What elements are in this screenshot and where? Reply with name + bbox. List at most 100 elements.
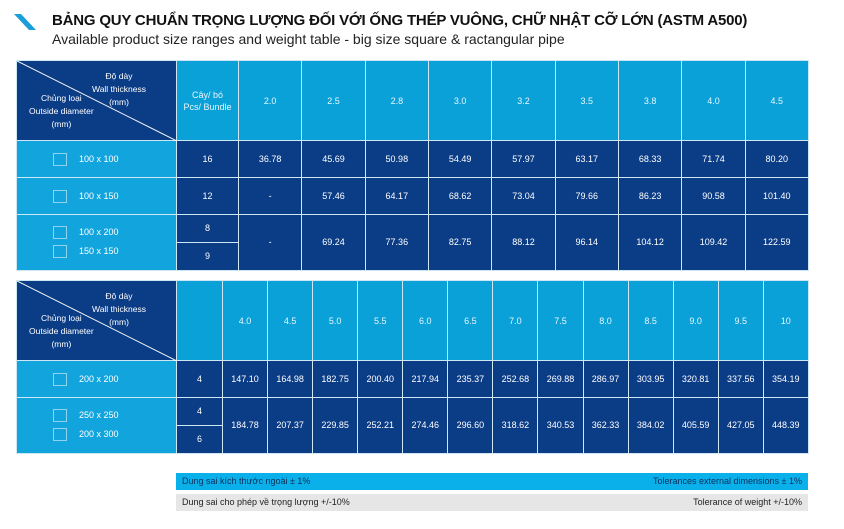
size-text: 150 x 150 bbox=[79, 246, 119, 257]
square-icon bbox=[53, 409, 67, 423]
thickness-header: 7.0 bbox=[492, 280, 539, 361]
weight-cell: 318.62 bbox=[492, 397, 539, 454]
thickness-header: 6.5 bbox=[447, 280, 494, 361]
weight-cell: - bbox=[237, 177, 303, 215]
corner-text: Outside diameter bbox=[29, 106, 94, 116]
pcs-cell: 4 bbox=[176, 397, 223, 426]
thickness-header: 4.0 bbox=[681, 60, 746, 141]
weight-cell: 54.49 bbox=[427, 140, 493, 178]
weight-cell: 57.46 bbox=[301, 177, 366, 215]
weight-table-large: Độ dày Wall thickness (mm) Chủng loại Outsid… bbox=[16, 280, 809, 454]
weight-cell: 57.97 bbox=[491, 140, 556, 178]
weight-cell: 68.62 bbox=[427, 177, 493, 215]
thickness-header: 9.0 bbox=[672, 280, 719, 361]
pcs-cell: 12 bbox=[176, 177, 239, 215]
corner-text: Độ dày bbox=[105, 291, 133, 301]
diagonal-divider bbox=[17, 61, 177, 141]
page-title: BẢNG QUY CHUẨN TRỌNG LƯỢNG ĐỐI VỚI ỐNG T… bbox=[52, 12, 748, 29]
dimension-tolerance-en: Tolerances external dimensions ± 1% bbox=[652, 476, 802, 486]
weight-cell: 337.56 bbox=[717, 360, 764, 398]
table-row: 100 x 150 12-57.46 64.17 68.62 73.04 79.66 86.… bbox=[16, 177, 809, 215]
wall-thickness-label: Độ dày Wall thickness (mm) bbox=[92, 289, 146, 330]
size-text: 100 x 150 bbox=[79, 190, 119, 201]
table-row: 100 x 200 150 x 150 8-69.24 77.36 82.75 88.12… bbox=[16, 214, 809, 271]
weight-cell: 235.37 bbox=[447, 360, 494, 398]
table-row: 6 bbox=[17, 424, 809, 454]
size-entry: 100 x 150 bbox=[53, 189, 176, 203]
corner-header-cell: Độ dày Wall thickness (mm) Chủng loại Outsid… bbox=[16, 280, 177, 361]
weight-cell: 229.85 bbox=[312, 397, 359, 454]
weight-cell: 101.40 bbox=[744, 177, 809, 215]
weight-cell: 427.05 bbox=[717, 397, 764, 454]
weight-cell: 217.94 bbox=[402, 360, 449, 398]
thickness-header: 8.0 bbox=[582, 280, 629, 361]
weight-cell: 252.68 bbox=[492, 360, 539, 398]
weight-cell: 405.59 bbox=[672, 397, 719, 454]
corner-text: (mm) bbox=[109, 317, 129, 327]
weight-cell: 50.98 bbox=[364, 140, 429, 178]
square-icon bbox=[53, 245, 67, 259]
weight-cell: 45.69 bbox=[301, 140, 366, 178]
thickness-header: 6.0 bbox=[402, 280, 449, 361]
weight-cell: - bbox=[237, 214, 303, 271]
pcs-cell: 8 bbox=[176, 214, 239, 243]
thickness-header: 2.8 bbox=[364, 60, 429, 141]
thickness-header: 3.8 bbox=[617, 60, 683, 141]
weight-cell: 90.58 bbox=[681, 177, 746, 215]
weight-cell: 182.75 bbox=[312, 360, 359, 398]
weight-cell: 200.40 bbox=[357, 360, 404, 398]
thickness-header: 8.5 bbox=[627, 280, 674, 361]
weight-tolerance-en: Tolerance of weight +/-10% bbox=[693, 497, 802, 507]
size-entry: 200 x 300 bbox=[53, 428, 176, 442]
page-subtitle: Available product size ranges and weight… bbox=[52, 31, 565, 47]
size-text: 100 x 200 bbox=[79, 227, 119, 238]
pcs-cell: 6 bbox=[176, 424, 223, 454]
corner-text: Outside diameter bbox=[29, 326, 94, 336]
size-label-cell: 100 x 200 150 x 150 bbox=[16, 214, 177, 271]
weight-table-small: Độ dày Wall thickness (mm) Chủng loại Outsid… bbox=[16, 60, 809, 271]
table-row: 100 x 100 16 36.78 45.69 50.98 54.49 57.97 63.1… bbox=[16, 140, 809, 178]
thickness-header: 10 bbox=[762, 280, 809, 361]
header-row: Độ dày Wall thickness (mm) Chủng loại Outsid… bbox=[16, 60, 809, 141]
diagonal-divider bbox=[17, 281, 177, 361]
weight-cell: 207.37 bbox=[267, 397, 314, 454]
size-label-cell: 100 x 150 bbox=[16, 177, 177, 215]
weight-cell: 69.24 bbox=[301, 214, 366, 271]
weight-cell: 73.04 bbox=[491, 177, 556, 215]
weight-cell: 340.53 bbox=[537, 397, 584, 454]
weight-cell: 77.36 bbox=[364, 214, 429, 271]
weight-tolerance-bar: Dung sai cho phép về trọng lượng +/-10% … bbox=[176, 494, 808, 511]
weight-cell: 88.12 bbox=[491, 214, 556, 271]
thickness-header: 2.5 bbox=[301, 60, 366, 141]
thickness-header: 2.0 bbox=[237, 60, 303, 141]
size-entry: 100 x 100 bbox=[53, 152, 176, 166]
weight-cell: 80.20 bbox=[744, 140, 809, 178]
size-label-cell: 100 x 100 bbox=[16, 140, 177, 178]
thickness-header: 5.0 bbox=[312, 280, 359, 361]
weight-cell: 164.98 bbox=[267, 360, 314, 398]
weight-cell: 274.46 bbox=[402, 397, 449, 454]
weight-cell: 354.19 bbox=[762, 360, 809, 398]
thickness-header: 5.5 bbox=[357, 280, 404, 361]
dimension-tolerance-vi: Dung sai kích thước ngoài ± 1% bbox=[182, 476, 311, 486]
weight-cell: 122.59 bbox=[744, 214, 809, 271]
corner-text: Wall thickness bbox=[91, 304, 146, 314]
thickness-header: 4.5 bbox=[267, 280, 314, 361]
size-text: 100 x 100 bbox=[79, 153, 119, 164]
weight-cell: 448.39 bbox=[762, 397, 809, 454]
thickness-header: 4.5 bbox=[744, 60, 809, 141]
outside-diameter-label: Chủng loại Outside diameter (mm) bbox=[29, 91, 94, 132]
pcs-bundle-header bbox=[176, 280, 223, 361]
pcs-cell: 16 bbox=[176, 140, 239, 178]
size-entry: 250 x 250 bbox=[53, 409, 176, 423]
weight-cell: 384.02 bbox=[627, 397, 674, 454]
weight-cell: 96.14 bbox=[554, 214, 619, 271]
corner-header-cell: Độ dày Wall thickness (mm) Chủng loại Outsid… bbox=[16, 60, 177, 141]
thickness-header: 3.0 bbox=[427, 60, 493, 141]
size-text: 250 x 250 bbox=[79, 410, 119, 421]
table-row: 200 x 200 4 147.10 164.98 182.75 200.40 217.94… bbox=[16, 360, 809, 398]
outside-diameter-label: Chủng loại Outside diameter (mm) bbox=[29, 311, 94, 352]
thickness-header: 9.5 bbox=[717, 280, 764, 361]
square-icon bbox=[53, 372, 67, 386]
pcs-bundle-header: Cây/ bó Pcs/ Bundle bbox=[176, 60, 239, 141]
